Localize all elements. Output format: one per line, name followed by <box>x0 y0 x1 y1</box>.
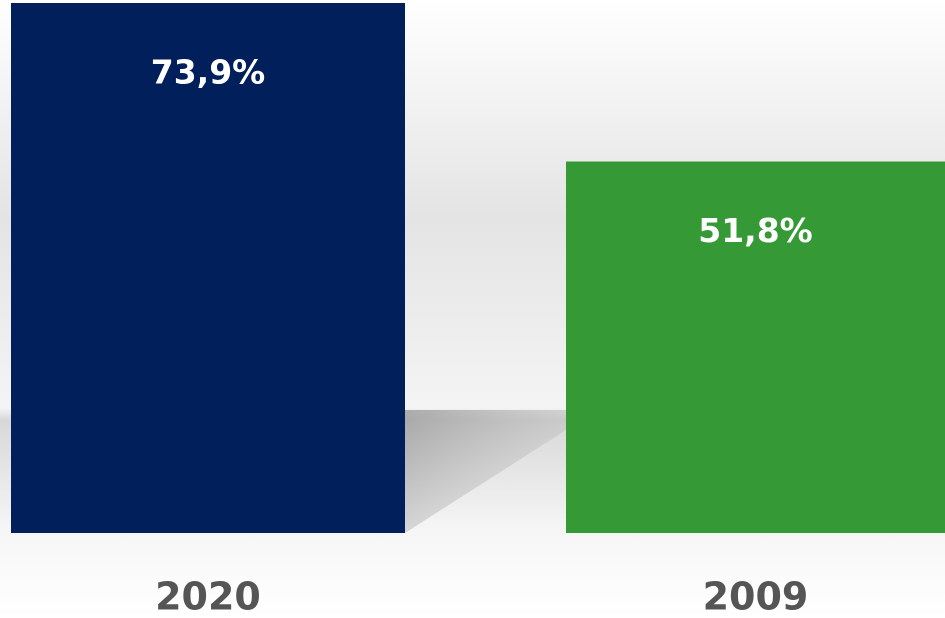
value-label: 73,9% <box>151 53 266 92</box>
x-tick-label: 2009 <box>703 575 809 618</box>
shadow <box>405 410 566 533</box>
x-tick-label: 2020 <box>155 575 261 618</box>
bar <box>11 3 405 533</box>
value-label: 51,8% <box>698 211 813 250</box>
bar <box>566 161 945 533</box>
